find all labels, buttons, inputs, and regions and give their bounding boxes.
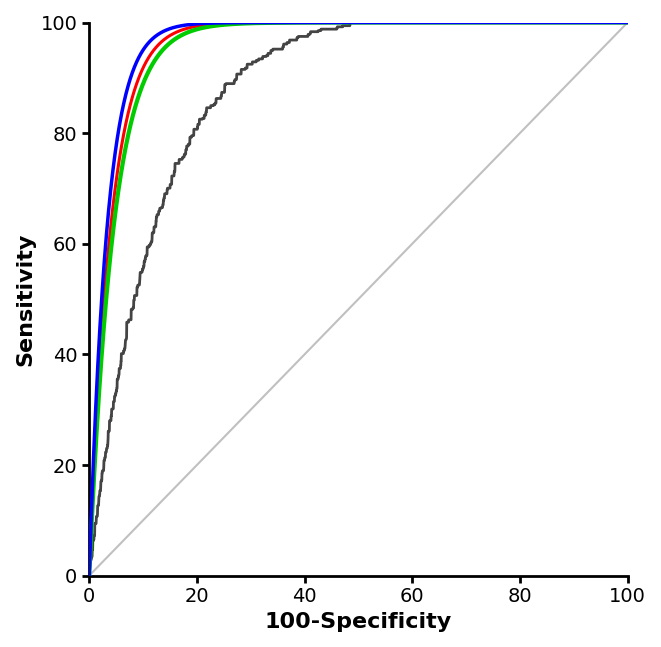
- Y-axis label: Sensitivity: Sensitivity: [15, 232, 35, 366]
- X-axis label: 100-Specificity: 100-Specificity: [265, 612, 452, 632]
